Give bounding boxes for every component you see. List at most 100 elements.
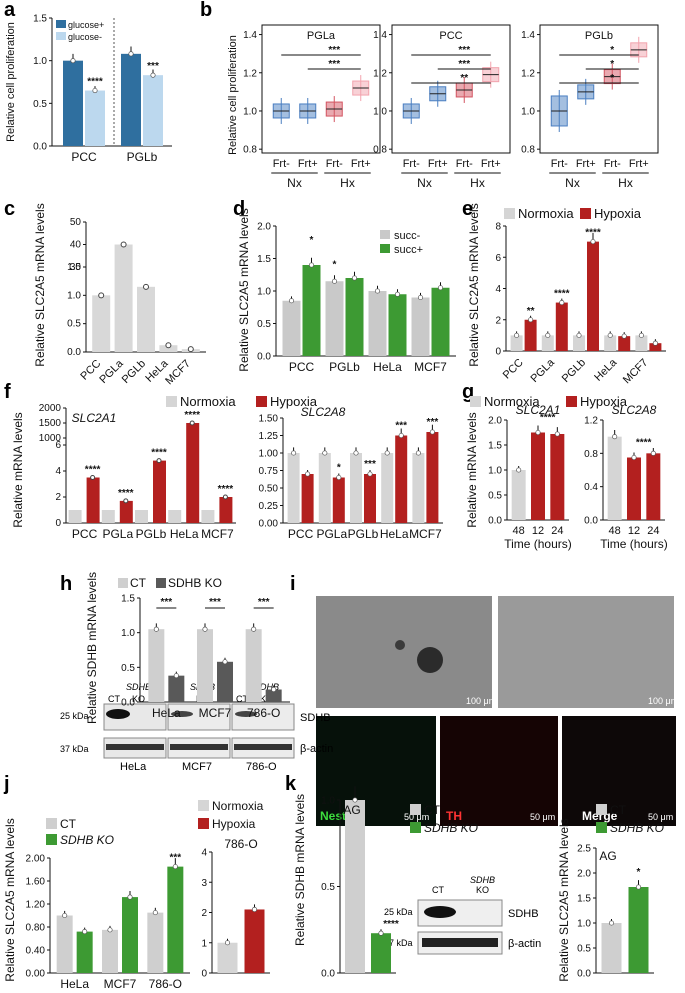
h-significance: *** [258,597,270,608]
micro-phase-1 [316,596,492,708]
micro-phase-2 [498,596,674,708]
g-title: SLC2A8 [612,403,657,417]
b-group-label: Nx [417,176,432,190]
l-legend-label: SDHB KO [610,821,664,835]
a-bar-glucose-plus [121,53,141,147]
e-bar-hypoxia-point [559,300,565,306]
e-y-tick-label: 4 [495,284,501,295]
e-y-tick-label: 8 [495,222,501,233]
spheroid-shape-2 [395,640,405,650]
h-bar-sdhb-ko [265,689,282,702]
l-bar-ct [601,923,622,973]
f1-bar-hypoxia [153,460,166,523]
b-ylabel: Relative cell proliferation [227,35,239,155]
f1-tick-label: 4 [55,466,61,477]
e-bar-hypoxia-point [528,317,534,323]
c-x-label: PGLb [120,358,148,386]
g-legend-label: Hypoxia [580,394,628,409]
f1-bar-point [189,420,195,426]
f1-bar-normoxia [201,510,215,523]
b-x-label: Frt+ [576,158,596,170]
f-legend-label: Normoxia [180,394,236,409]
h-significance: *** [209,597,221,608]
western-blot-h: 25 kDa 37 kDa CT SDHB KO CT SDHB KO CT S… [60,682,333,773]
g-y-tick-label: 0.8 [584,449,598,460]
f-legend-swatch [256,396,267,407]
e-bar-normoxia-point [607,332,613,338]
c-bar-point [120,241,127,248]
b-group-label: Hx [618,176,633,190]
g-y-tick-label: 0.5 [488,491,502,502]
c-bar [137,286,155,352]
c-tick-label: 1.0 [67,290,81,301]
b-y-tick-label: 1.0 [373,106,387,117]
g-y-tick-label: 0.0 [488,516,502,527]
f1-bar-point [90,475,96,480]
g-title: SLC2A1 [516,403,561,417]
g-y-tick-label: 2.0 [488,416,502,427]
blot-kda-label: 37 kDa [60,744,89,754]
blot-kda-label: 25 kDa [60,711,89,721]
f2-bar-hypoxia [301,474,314,523]
a-bar-glucose-minus [143,75,163,146]
l-y-tick-label: 0.0 [577,969,591,980]
k-y-tick-label: 1.0 [321,796,335,807]
h-legend-swatch [118,578,128,588]
b-x-label: Frt- [273,158,290,170]
j2-legend-swatch [198,800,209,811]
c-x-label: PGLa [97,357,126,386]
j1-x-label: MCF7 [104,977,137,991]
d-ylabel: Relative SLC2A5 mRNA levels [237,208,251,371]
j1-bar-ct-point [152,910,158,916]
c-tick-label: 50 [70,217,82,228]
panel-letter-f: f [4,381,11,403]
d-bar-succ-minus-point [331,278,338,284]
j1-y-tick-label: 0.00 [26,969,46,980]
d-bar-succ-plus [345,278,364,356]
f2-x-label: PGLb [348,527,379,541]
j2-bar-hypoxia [244,909,265,973]
micro-merge [562,716,676,826]
b-x-label: Frt+ [481,158,501,170]
e-bar-normoxia [604,335,617,351]
f1-tick-label: 1000 [39,433,62,444]
f2-bar-normoxia [318,453,331,523]
f1-ylabel: Relative mRNA levels [11,412,25,527]
h-bar-ct [197,629,213,702]
j2-y-tick-label: 3 [201,878,207,889]
h-bar-sdhb-ko-point [222,659,228,665]
f1-significance: **** [184,410,200,421]
f1-bar-hypoxia [186,423,200,523]
c-bar-point [143,283,149,290]
e-bar-hypoxia-point [652,340,658,346]
e-bar-hypoxia-point [621,333,627,339]
h-bar-sdhb-ko [217,661,233,702]
scalebar-label: 100 μm [648,696,678,706]
h-y-tick-label: 1.0 [121,628,135,639]
j-legend-swatch [46,818,57,829]
j2-y-tick-label: 4 [201,848,207,859]
h-ylabel: Relative SDHB mRNA levels [85,572,99,724]
d-legend-label: succ+ [394,244,423,256]
d-bar-succ-plus-point [308,262,315,268]
blot-lane-label: SDHB [470,875,495,885]
blot-lane-label: CT [236,694,248,704]
f2-y-tick-label: 0.50 [259,484,279,495]
h-legend-swatch [156,578,166,588]
f2-bar-normoxia [350,453,362,523]
e-bar-hypoxia-point [590,239,596,245]
e-bar-hypoxia [524,319,537,351]
f2-significance: *** [395,421,407,432]
k-y-tick-label: 0.0 [321,969,335,980]
scalebar-label: 50 μm [648,812,673,822]
h-bar-sdhb-ko-point [271,686,277,693]
d-significance: * [310,235,314,246]
f2-bar-hypoxia-point [398,432,404,439]
g-bar-hypoxia [646,453,661,520]
j1-y-tick-label: 2.00 [26,854,46,865]
e-bar-normoxia-point [638,332,644,338]
f2-bar-hypoxia-point [429,429,435,435]
j2-bar-hypoxia-point [251,906,258,913]
f1-bar-normoxia [168,510,182,523]
